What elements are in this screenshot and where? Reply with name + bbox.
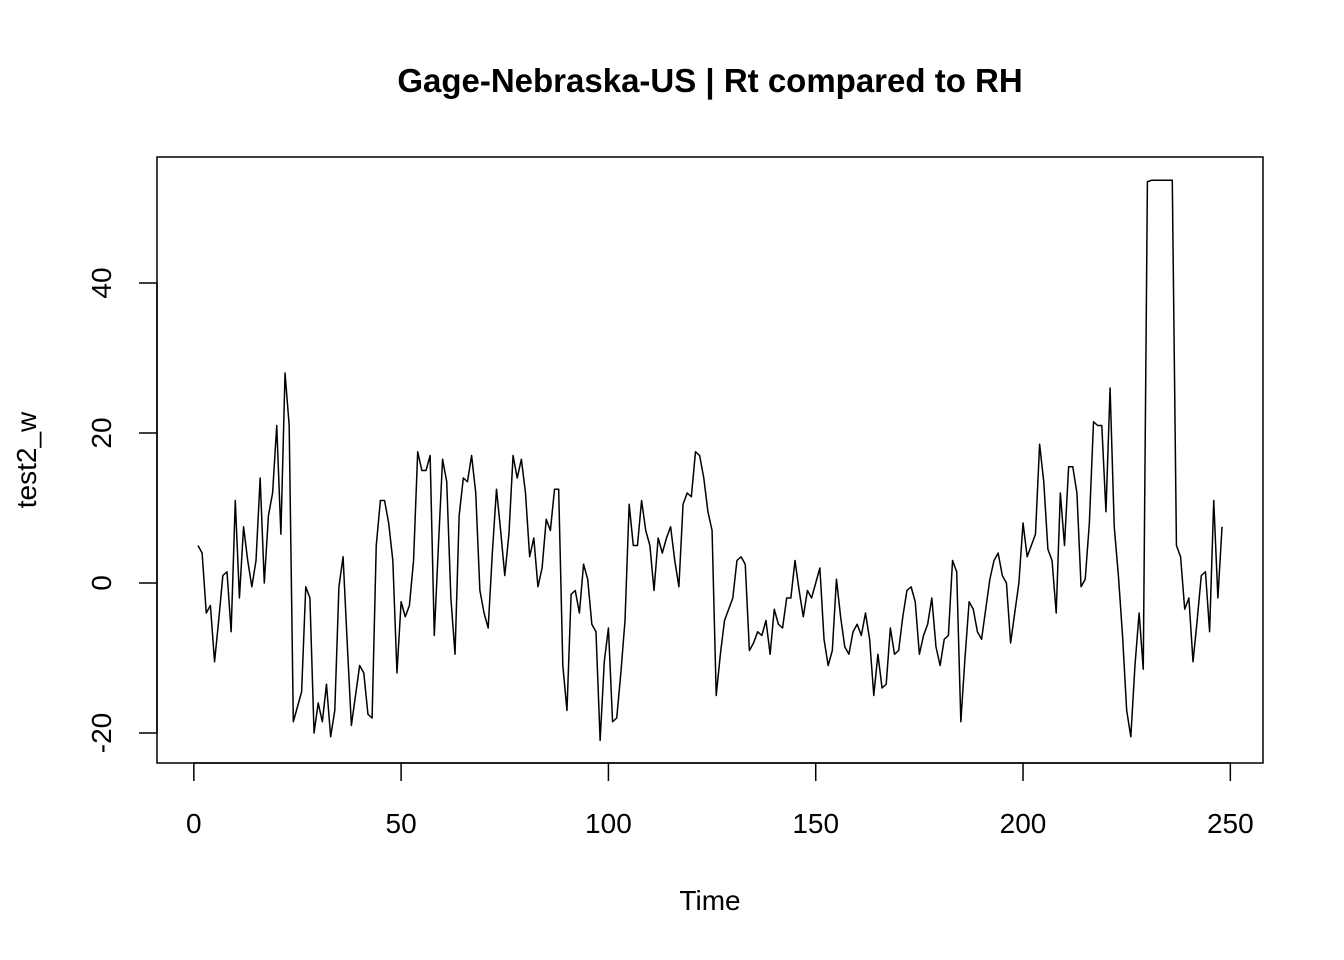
- x-tick-label: 200: [1000, 808, 1047, 839]
- x-axis-label: Time: [679, 885, 740, 916]
- x-tick-label: 50: [386, 808, 417, 839]
- x-tick-label: 100: [585, 808, 632, 839]
- y-tick-label: 20: [86, 417, 117, 448]
- data-line: [197, 179, 1223, 742]
- y-axis-label: test2_w: [11, 411, 42, 508]
- y-tick-label: -20: [86, 713, 117, 753]
- x-tick-label: 150: [792, 808, 839, 839]
- chart-title: Gage-Nebraska-US | Rt compared to RH: [397, 62, 1022, 99]
- y-tick-label: 0: [86, 575, 117, 591]
- x-tick-label: 250: [1207, 808, 1254, 839]
- y-tick-label: 40: [86, 267, 117, 298]
- x-tick-label: 0: [186, 808, 202, 839]
